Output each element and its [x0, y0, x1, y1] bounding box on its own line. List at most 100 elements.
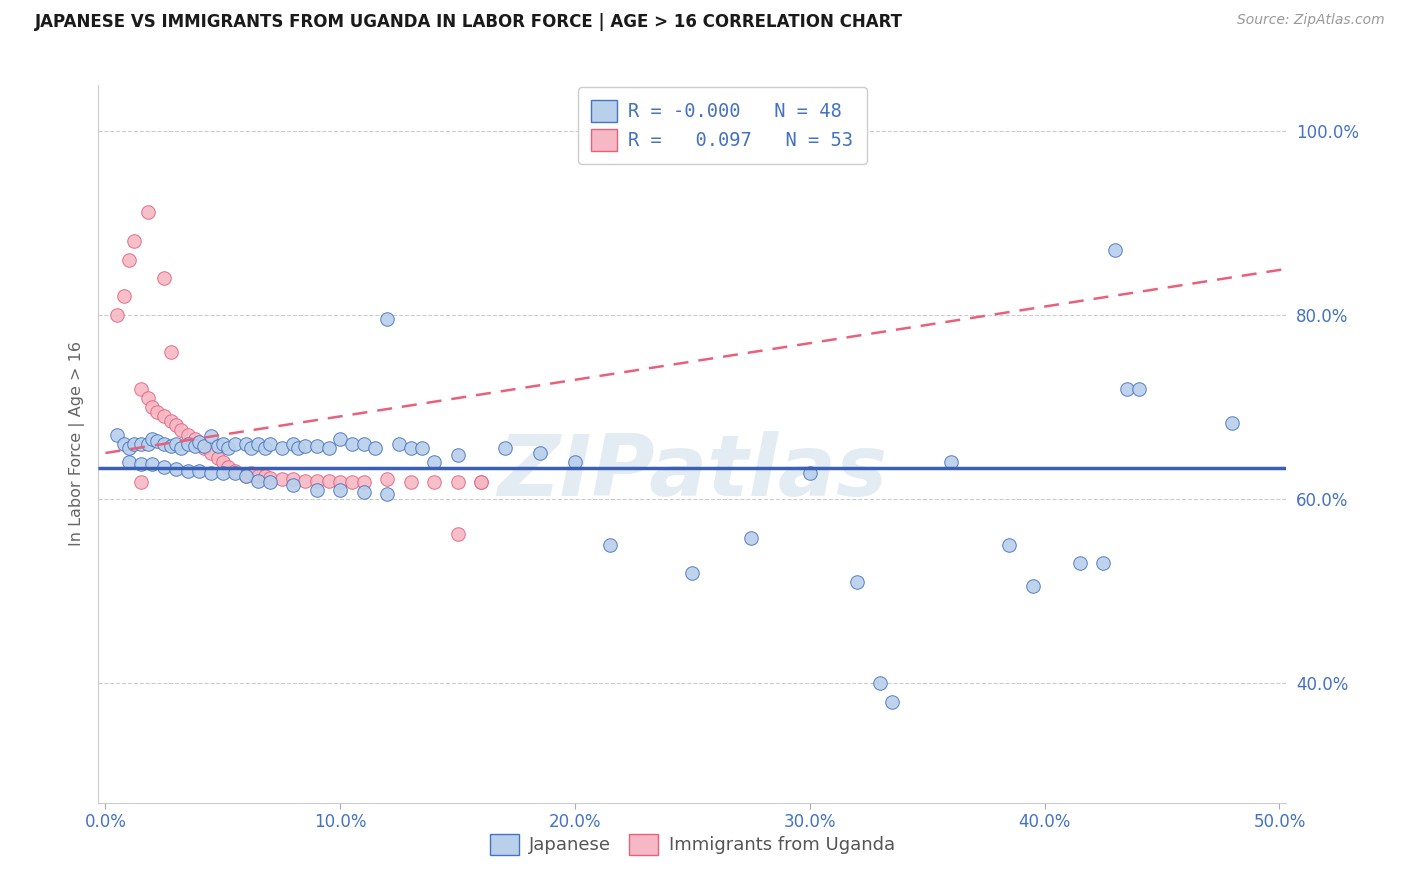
Point	[169, 442, 191, 456]
Point	[183, 432, 205, 446]
Point	[470, 475, 492, 490]
Point	[270, 472, 292, 486]
Point	[447, 475, 470, 490]
Point	[165, 418, 187, 433]
Legend: Japanese, Immigrants from Uganda: Japanese, Immigrants from Uganda	[482, 827, 903, 862]
Point	[153, 459, 176, 474]
Point	[217, 459, 239, 474]
Point	[1022, 579, 1045, 593]
Point	[353, 475, 375, 490]
Point	[283, 478, 305, 492]
Point	[254, 469, 277, 483]
Point	[153, 409, 176, 424]
Point	[118, 442, 141, 456]
Point	[200, 446, 222, 460]
Point	[259, 475, 281, 490]
Point	[141, 432, 163, 446]
Y-axis label: In Labor Force | Age > 16: In Labor Force | Age > 16	[69, 342, 84, 546]
Text: ZIPatlas: ZIPatlas	[498, 431, 887, 514]
Point	[470, 475, 492, 490]
Point	[329, 483, 352, 497]
Point	[1222, 416, 1244, 430]
Point	[153, 271, 176, 285]
Point	[169, 423, 191, 437]
Point	[112, 437, 135, 451]
Point	[364, 442, 387, 456]
Point	[375, 487, 398, 501]
Point	[129, 437, 152, 451]
Point	[529, 446, 551, 460]
Point	[207, 439, 229, 453]
Point	[447, 448, 470, 462]
Point	[283, 437, 305, 451]
Point	[447, 527, 470, 541]
Point	[207, 450, 229, 465]
Point	[998, 538, 1021, 552]
Point	[160, 414, 183, 428]
Point	[599, 538, 621, 552]
Point	[188, 437, 211, 451]
Point	[305, 483, 328, 497]
Point	[176, 427, 198, 442]
Point	[235, 469, 257, 483]
Point	[146, 404, 169, 418]
Point	[146, 434, 169, 448]
Point	[880, 694, 903, 708]
Point	[122, 234, 145, 248]
Point	[212, 467, 235, 481]
Point	[212, 437, 235, 451]
Point	[183, 439, 205, 453]
Point	[212, 455, 235, 469]
Text: Source: ZipAtlas.com: Source: ZipAtlas.com	[1237, 13, 1385, 28]
Point	[224, 464, 246, 478]
Point	[141, 457, 163, 471]
Point	[105, 308, 128, 322]
Point	[259, 471, 281, 485]
Point	[235, 469, 257, 483]
Point	[165, 437, 187, 451]
Point	[353, 484, 375, 499]
Point	[136, 391, 159, 405]
Point	[247, 474, 270, 488]
Point	[329, 432, 352, 446]
Point	[845, 574, 868, 589]
Point	[240, 442, 263, 456]
Point	[165, 461, 187, 475]
Point	[494, 442, 516, 456]
Point	[129, 457, 152, 471]
Point	[247, 469, 270, 483]
Point	[176, 437, 198, 451]
Point	[193, 442, 215, 456]
Point	[1104, 244, 1126, 258]
Point	[869, 676, 891, 690]
Point	[318, 474, 340, 488]
Point	[200, 467, 222, 481]
Point	[799, 467, 821, 481]
Point	[122, 437, 145, 451]
Point	[294, 439, 316, 453]
Point	[399, 442, 422, 456]
Point	[153, 437, 176, 451]
Point	[270, 442, 292, 456]
Point	[176, 464, 198, 478]
Point	[564, 455, 586, 469]
Point	[287, 442, 309, 456]
Point	[1069, 557, 1091, 571]
Point	[129, 382, 152, 396]
Point	[318, 442, 340, 456]
Point	[388, 437, 411, 451]
Point	[411, 442, 433, 456]
Point	[939, 455, 962, 469]
Point	[112, 289, 135, 303]
Point	[160, 439, 183, 453]
Point	[375, 312, 398, 326]
Point	[259, 437, 281, 451]
Point	[160, 344, 183, 359]
Point	[240, 467, 263, 481]
Point	[118, 455, 141, 469]
Point	[136, 204, 159, 219]
Point	[254, 442, 277, 456]
Point	[375, 472, 398, 486]
Point	[340, 475, 363, 490]
Point	[305, 474, 328, 488]
